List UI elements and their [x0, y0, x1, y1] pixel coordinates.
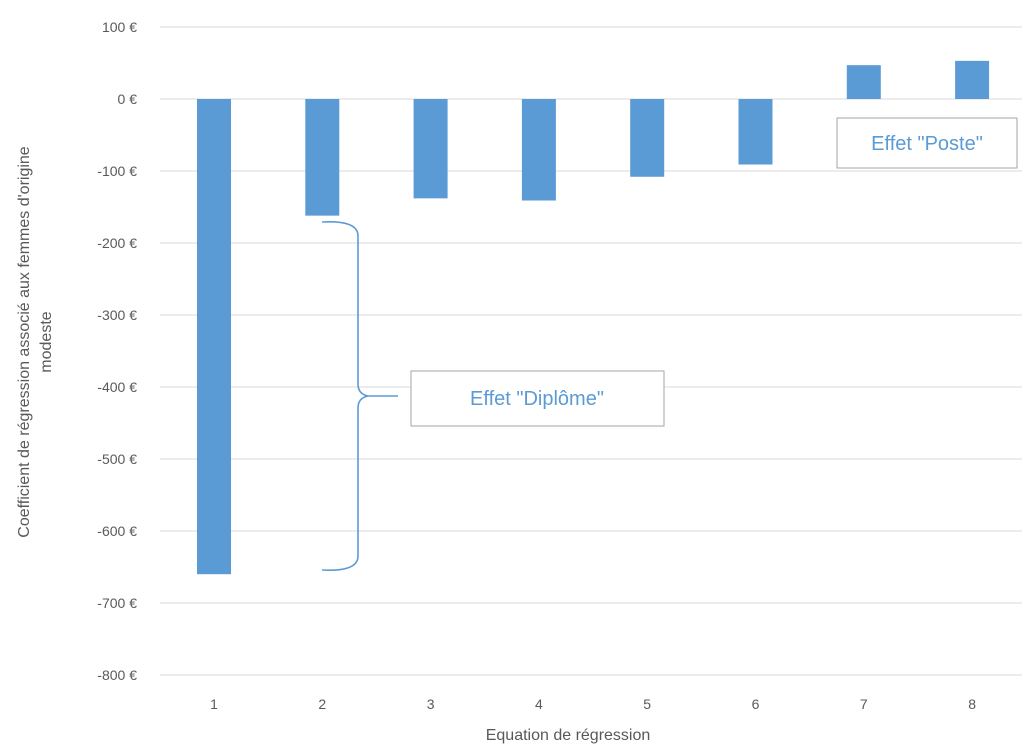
diplome-annotation-label: Effet "Diplôme" — [470, 388, 604, 410]
y-tick-label: -200 € — [97, 235, 137, 251]
bar-5 — [630, 99, 665, 177]
y-tick-label: -100 € — [97, 163, 137, 179]
bar-8 — [955, 60, 990, 99]
y-tick-label: -600 € — [97, 523, 137, 539]
x-axis-title: Equation de régression — [486, 727, 651, 744]
bar-3 — [413, 99, 448, 199]
x-tick-label: 6 — [752, 696, 760, 712]
y-tick-label: -700 € — [97, 595, 137, 611]
y-tick-label: -300 € — [97, 307, 137, 323]
y-tick-label: -800 € — [97, 667, 137, 683]
x-tick-label: 5 — [643, 696, 651, 712]
x-axis-ticks: 1 2 3 4 5 6 7 8 — [210, 696, 976, 712]
poste-annotation-label: Effet "Poste" — [871, 133, 983, 155]
diplome-annotation-box — [410, 370, 665, 427]
bar-7 — [846, 65, 881, 99]
x-tick-label: 7 — [860, 696, 868, 712]
bar-4 — [521, 99, 556, 201]
x-tick-label: 8 — [968, 696, 976, 712]
y-axis-title-line1: Coefficient de régression associé aux fe… — [16, 146, 33, 538]
poste-annotation-box — [836, 117, 1018, 169]
bar-2 — [305, 99, 340, 216]
bars — [197, 60, 990, 575]
y-tick-label: 100 € — [102, 19, 137, 35]
y-axis-ticks: 100 € 0 € -100 € -200 € -300 € -400 € -500 € -6… — [97, 19, 137, 683]
bar-1 — [197, 99, 231, 575]
y-tick-label: 0 € — [118, 91, 138, 107]
y-axis-title-line2: modeste — [38, 311, 55, 372]
diplome-brace — [321, 220, 369, 572]
y-tick-label: -500 € — [97, 451, 137, 467]
x-tick-label: 3 — [427, 696, 435, 712]
bar-6 — [738, 99, 773, 165]
y-tick-label: -400 € — [97, 379, 137, 395]
x-tick-label: 2 — [318, 696, 326, 712]
x-tick-label: 4 — [535, 696, 543, 712]
x-tick-label: 1 — [210, 696, 218, 712]
